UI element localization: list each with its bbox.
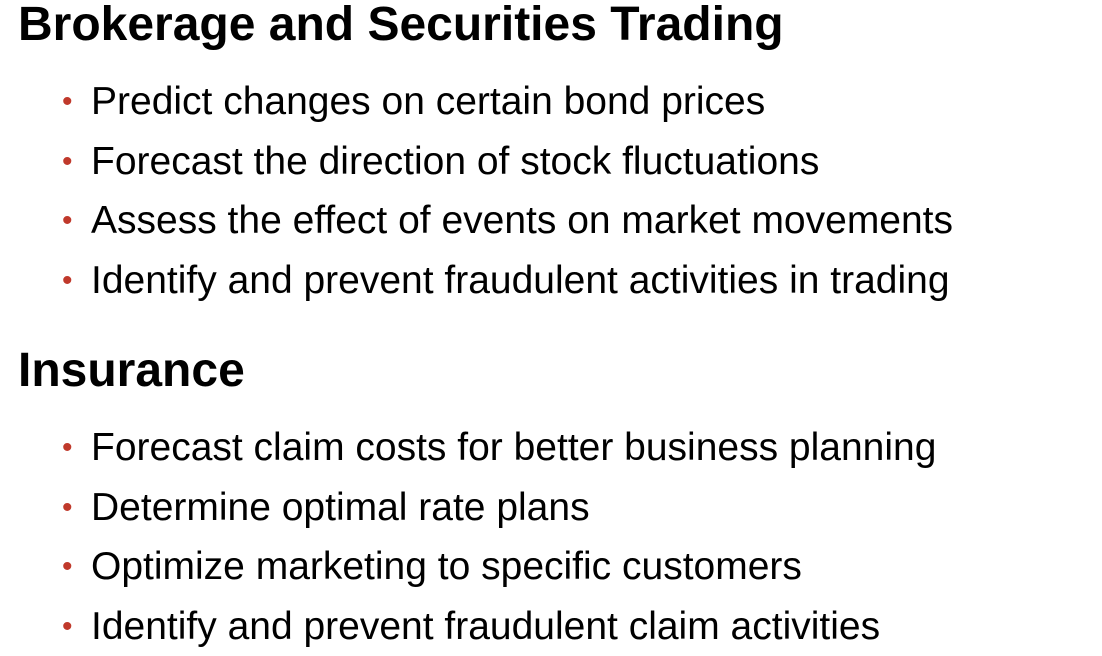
list-item: •Assess the effect of events on market m…: [62, 191, 953, 251]
list-item-text: Assess the effect of events on market mo…: [91, 199, 953, 242]
list-item-text: Determine optimal rate plans: [91, 486, 590, 529]
bullet-icon: •: [62, 537, 82, 597]
list-item-text: Identify and prevent fraudulent claim ac…: [91, 605, 880, 648]
bullet-icon: •: [62, 251, 82, 311]
bullet-icon: •: [62, 478, 82, 538]
bullet-icon: •: [62, 418, 82, 478]
list-item: •Predict changes on certain bond prices: [62, 72, 953, 132]
bullet-list-insurance: •Forecast claim costs for better busines…: [62, 418, 936, 656]
section-heading-insurance: Insurance: [18, 343, 245, 399]
list-item-text: Forecast the direction of stock fluctuat…: [91, 140, 819, 183]
list-item: •Optimize marketing to specific customer…: [62, 537, 936, 597]
bullet-icon: •: [62, 597, 82, 656]
bullet-icon: •: [62, 132, 82, 192]
list-item: •Identify and prevent fraudulent activit…: [62, 251, 953, 311]
list-item: •Forecast claim costs for better busines…: [62, 418, 936, 478]
bullet-icon: •: [62, 191, 82, 251]
list-item-text: Forecast claim costs for better business…: [91, 426, 936, 469]
section-heading-brokerage: Brokerage and Securities Trading: [18, 0, 784, 53]
list-item: •Identify and prevent fraudulent claim a…: [62, 597, 936, 656]
bullet-list-brokerage: •Predict changes on certain bond prices …: [62, 72, 953, 310]
list-item-text: Optimize marketing to specific customers: [91, 545, 802, 588]
list-item-text: Predict changes on certain bond prices: [91, 80, 765, 123]
list-item: •Determine optimal rate plans: [62, 478, 936, 538]
list-item-text: Identify and prevent fraudulent activiti…: [91, 259, 950, 302]
list-item: •Forecast the direction of stock fluctua…: [62, 132, 953, 192]
bullet-icon: •: [62, 72, 82, 132]
